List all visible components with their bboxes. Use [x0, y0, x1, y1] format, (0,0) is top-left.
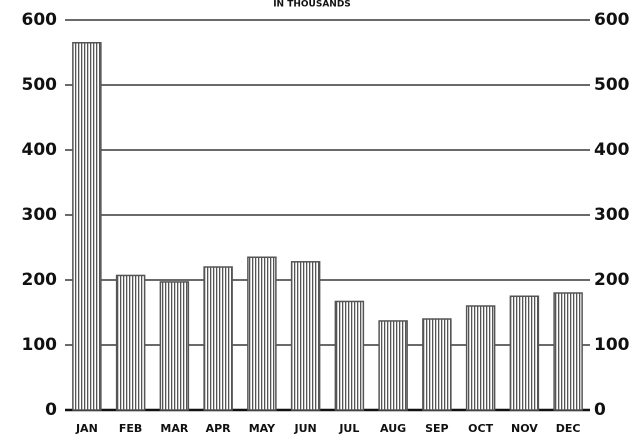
y-tick-label: 200: [22, 270, 58, 290]
y2-tick-label: 400: [594, 140, 630, 160]
y2-tick-label: 0: [594, 400, 606, 420]
y-tick-label: 0: [45, 400, 57, 420]
x-tick-label: NOV: [511, 422, 538, 435]
x-tick-label: JUN: [294, 422, 317, 435]
y-tick-label: 600: [22, 10, 58, 30]
x-tick-label: AUG: [380, 422, 406, 435]
y-tick-label: 100: [22, 335, 58, 355]
x-tick-label: DEC: [556, 422, 581, 435]
y2-tick-label: 300: [594, 205, 630, 225]
bar: [509, 295, 540, 411]
y2-tick-label: 200: [594, 270, 630, 290]
bar: [159, 281, 190, 411]
x-tick-label: APR: [206, 422, 232, 435]
bar: [465, 305, 496, 411]
x-tick-label: OCT: [468, 422, 493, 435]
x-tick-label: MAY: [249, 422, 276, 435]
bar: [378, 320, 408, 411]
bar: [334, 300, 365, 411]
y2-tick-label: 100: [594, 335, 630, 355]
x-tick-label: FEB: [119, 422, 142, 435]
x-tick-label: MAR: [160, 422, 188, 435]
x-tick-label: JAN: [75, 422, 98, 435]
bar: [72, 42, 102, 411]
y2-tick-label: 500: [594, 75, 630, 95]
y-tick-label: 300: [22, 205, 58, 225]
y-tick-label: 400: [22, 140, 58, 160]
bar: [290, 261, 321, 411]
chart-title: IN THOUSANDS: [273, 0, 351, 10]
y-tick-label: 500: [22, 75, 58, 95]
bar: [247, 256, 277, 411]
x-tick-label: SEP: [425, 422, 449, 435]
x-tick-label: JUL: [338, 422, 359, 435]
bar: [115, 274, 146, 411]
bar: [422, 318, 452, 411]
y2-tick-label: 600: [594, 10, 630, 30]
bar: [553, 292, 583, 411]
bar: [203, 266, 233, 411]
